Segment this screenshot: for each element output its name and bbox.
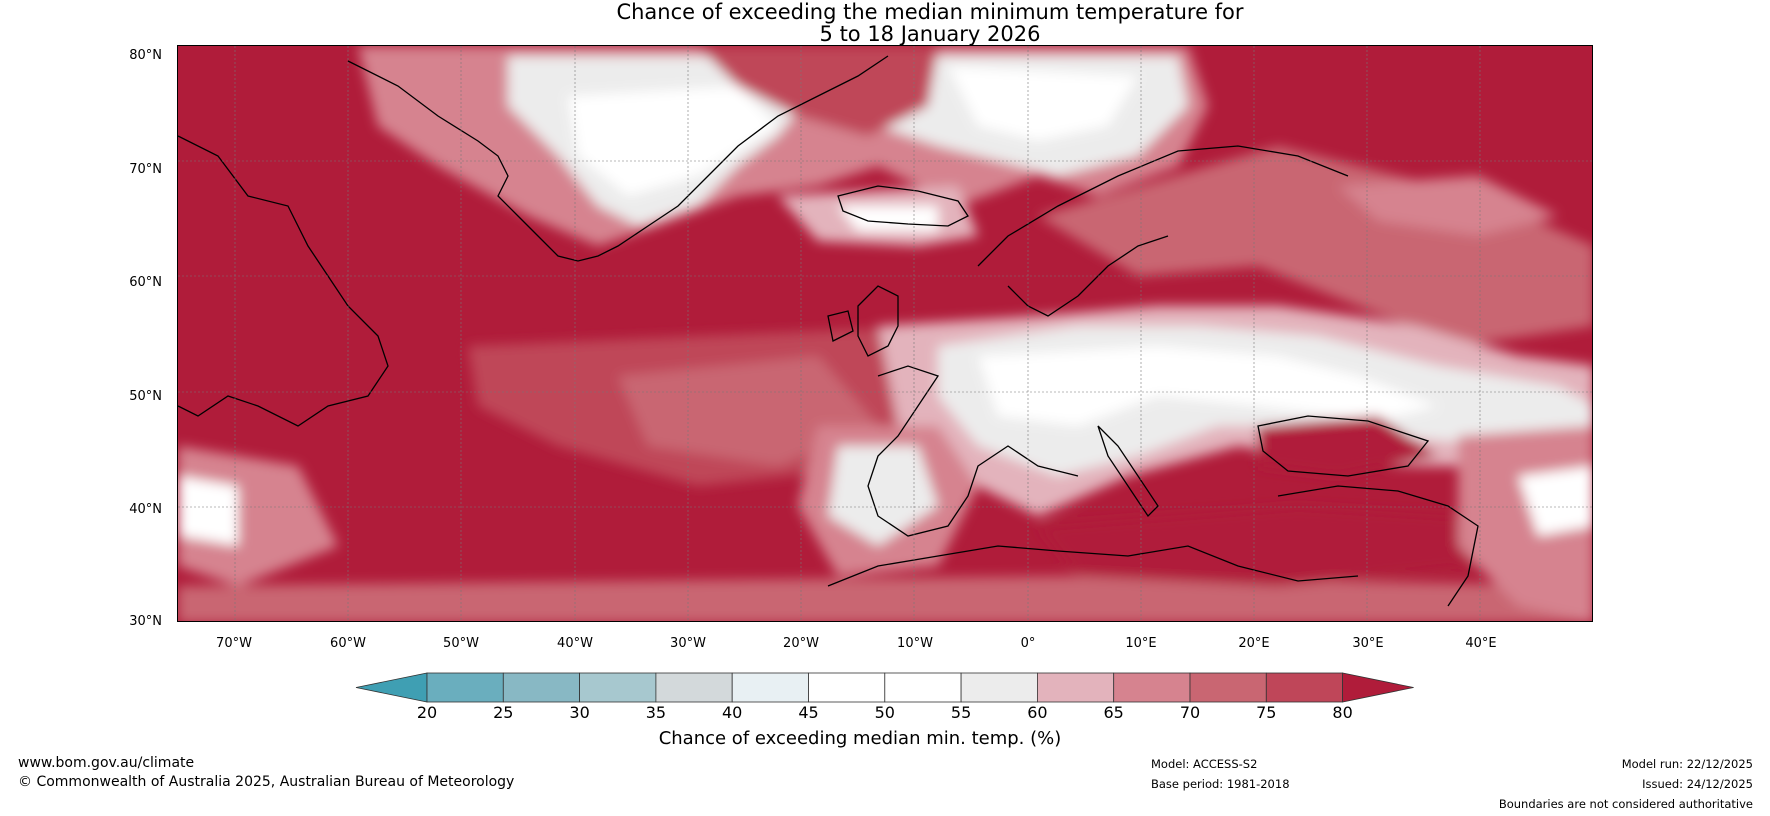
model-run-text: Model run: 22/12/2025 <box>1621 757 1753 771</box>
chart-title-line-1: Chance of exceeding the median minimum t… <box>616 0 1244 24</box>
lon-tick-40w: 40°W <box>557 636 593 651</box>
lat-tick-50n: 50°N <box>129 389 162 404</box>
colorbar-segment <box>1189 672 1267 703</box>
lon-tick-40e: 40°E <box>1465 636 1497 651</box>
colorbar-title: Chance of exceeding median min. temp. (%… <box>658 728 1062 749</box>
colorbar-extend-high <box>1342 672 1414 703</box>
probability-contours <box>178 46 1592 621</box>
colorbar-tick-label: 30 <box>569 703 590 722</box>
colorbar-tick-label: 35 <box>645 703 667 722</box>
colorbar-tick-label: 60 <box>1027 703 1048 722</box>
colorbar-segment <box>960 672 1038 703</box>
lon-tick-20w: 20°W <box>783 636 819 651</box>
lat-tick-30n: 30°N <box>129 614 162 629</box>
lon-tick-30e: 30°E <box>1352 636 1384 651</box>
colorbar-tick-label: 25 <box>493 703 514 722</box>
colorbar-tick-label: 75 <box>1256 703 1277 722</box>
lon-tick-30w: 30°W <box>670 636 706 651</box>
colorbar-tick-label: 45 <box>798 703 819 722</box>
chart-title-line-2: 5 to 18 January 2026 <box>819 22 1041 46</box>
colorbar-tick-label: 40 <box>722 703 743 722</box>
colorbar-tick-label: 55 <box>950 703 972 722</box>
lat-tick-40n: 40°N <box>129 502 162 517</box>
colorbar-segment <box>1113 672 1191 703</box>
colorbar-tick-label: 70 <box>1179 703 1201 722</box>
lat-tick-70n: 70°N <box>129 162 162 177</box>
colorbar-segment <box>884 672 962 703</box>
coastlines <box>178 55 1479 607</box>
copyright-text: © Commonwealth of Australia 2025, Austra… <box>18 774 515 790</box>
lon-tick-50w: 50°W <box>443 636 479 651</box>
lon-tick-20e: 20°E <box>1238 636 1270 651</box>
colorbar-segment <box>808 672 886 703</box>
colorbar <box>355 672 1414 703</box>
colorbar-extend-low <box>355 672 428 703</box>
website-link[interactable]: www.bom.gov.au/climate <box>18 755 195 771</box>
lon-tick-10w: 10°W <box>897 636 933 651</box>
lat-tick-60n: 60°N <box>129 275 162 290</box>
colorbar-segment <box>579 672 657 703</box>
colorbar-segment <box>731 672 809 703</box>
lon-tick-10e: 10°E <box>1125 636 1157 651</box>
model-text: Model: ACCESS-S2 <box>1151 757 1258 771</box>
colorbar-tick-label: 50 <box>874 703 895 722</box>
probability-map <box>178 46 1592 621</box>
colorbar-segment <box>426 672 504 703</box>
colorbar-segment <box>655 672 733 703</box>
colorbar-tick-label: 20 <box>416 703 438 722</box>
map-plot-area <box>177 45 1593 622</box>
colorbar-tick-label: 80 <box>1332 703 1353 722</box>
lon-tick-70w: 70°W <box>216 636 252 651</box>
base-period-text: Base period: 1981-2018 <box>1151 777 1290 791</box>
colorbar-segment <box>1265 672 1344 703</box>
lon-tick-60w: 60°W <box>330 636 366 651</box>
issued-text: Issued: 24/12/2025 <box>1642 777 1753 791</box>
lon-tick-0: 0° <box>1020 636 1036 651</box>
boundaries-note: Boundaries are not considered authoritat… <box>1498 797 1753 811</box>
lat-tick-80n: 80°N <box>129 48 162 63</box>
colorbar-segment <box>502 672 580 703</box>
colorbar-segment <box>1037 672 1115 703</box>
colorbar-tick-label: 65 <box>1103 703 1124 722</box>
graticule <box>178 46 1592 621</box>
